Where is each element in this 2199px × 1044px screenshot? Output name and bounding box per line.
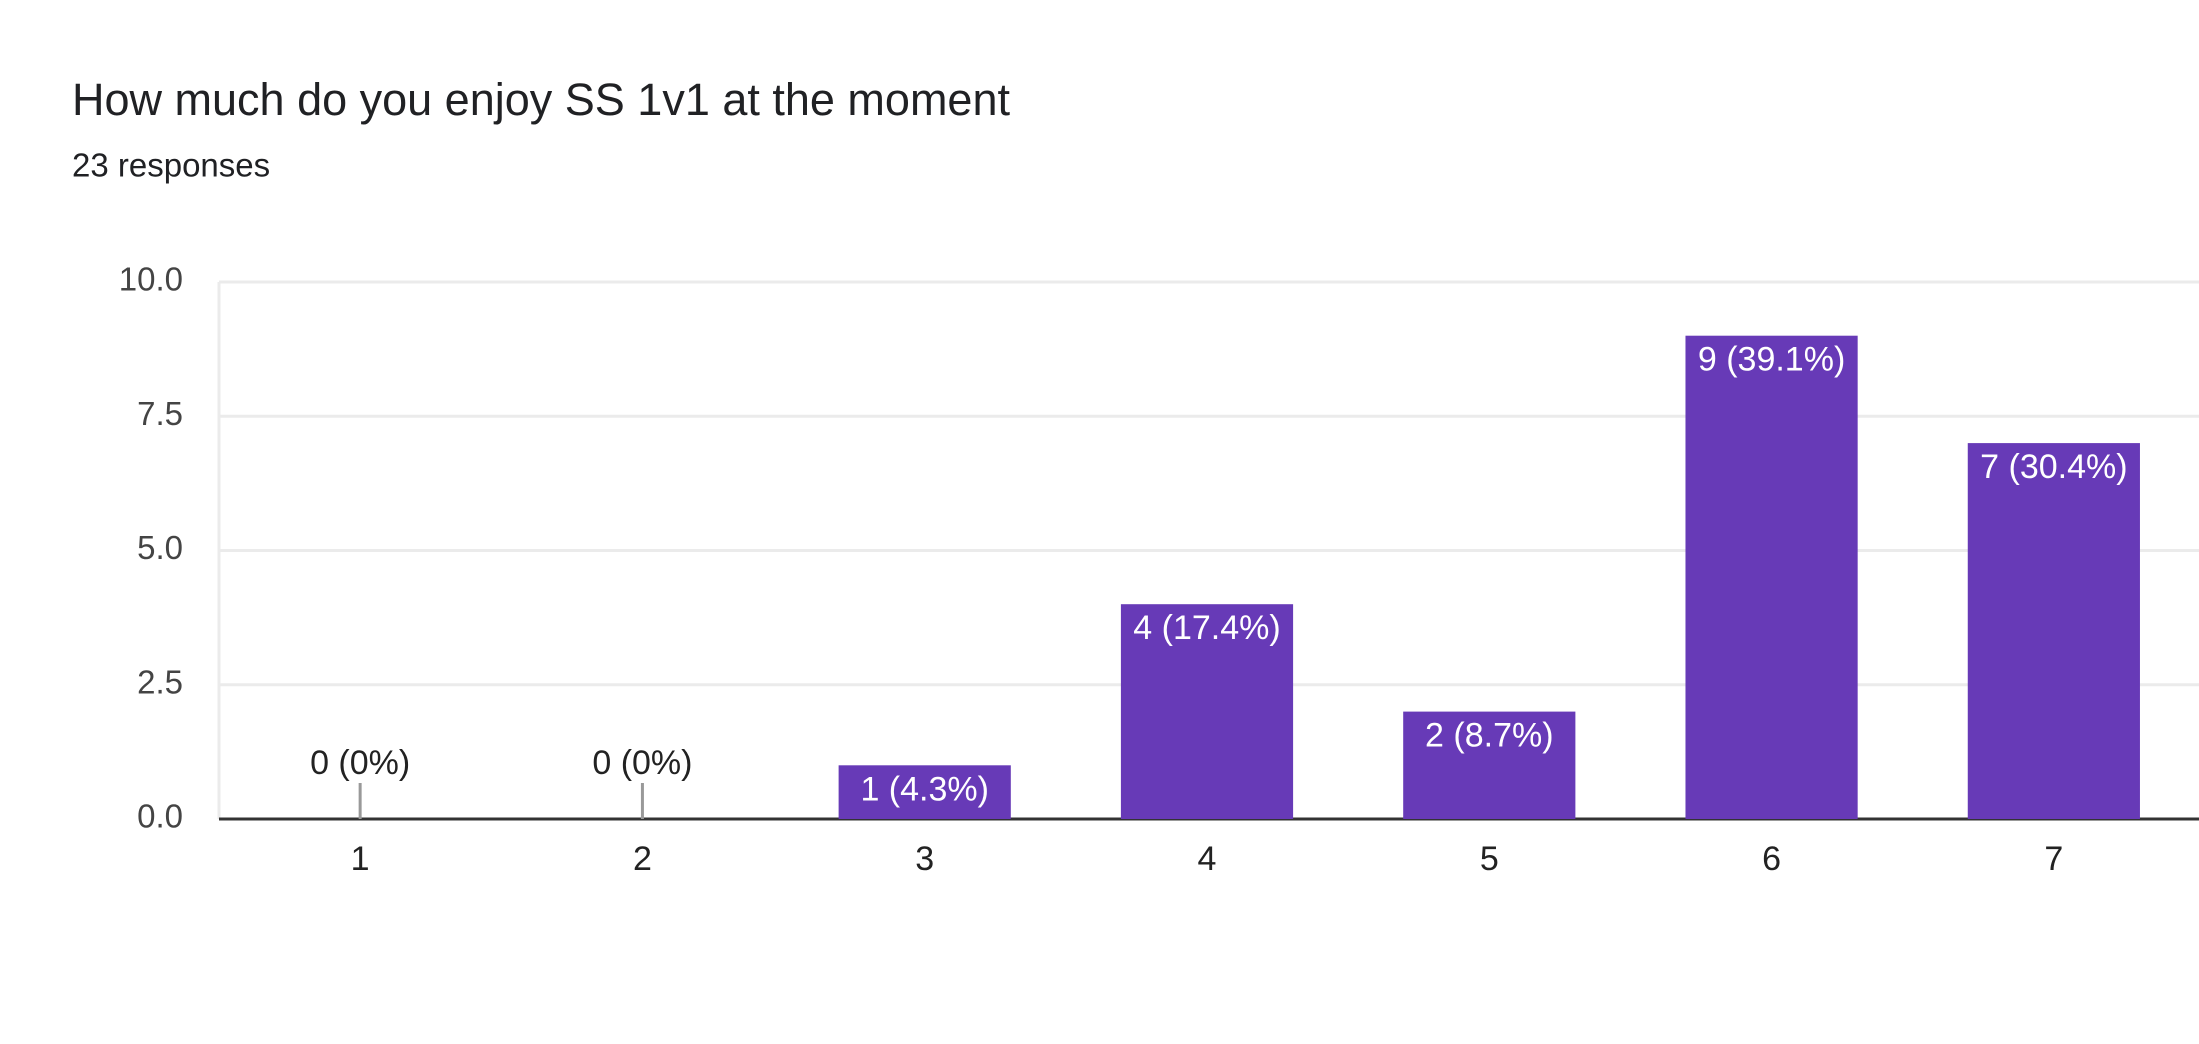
y-tick-label: 2.5 [137, 663, 183, 700]
chart-title: How much do you enjoy SS 1v1 at the mome… [72, 74, 1010, 125]
x-tick-label: 5 [1480, 840, 1499, 878]
bar [838, 765, 1011, 819]
value-label: 0 (0%) [310, 744, 410, 782]
y-tick-label: 5.0 [137, 529, 183, 566]
x-tick-label: 6 [1762, 840, 1781, 878]
y-tick-label: 10.0 [119, 261, 183, 298]
value-label: 0 (0%) [592, 744, 692, 782]
x-tick-label: 1 [351, 840, 370, 878]
x-tick-label: 7 [2044, 840, 2063, 878]
value-label: 4 (17.4%) [1133, 609, 1280, 647]
bar [1967, 443, 2140, 819]
value-label: 2 (8.7%) [1425, 717, 1554, 755]
bar [1403, 711, 1576, 819]
x-tick-label: 3 [915, 840, 934, 878]
y-tick-label: 7.5 [137, 395, 183, 432]
value-label: 7 (30.4%) [1980, 448, 2127, 486]
x-tick-label: 4 [1198, 840, 1217, 878]
chart-subtitle: 23 responses [72, 147, 270, 184]
value-label: 9 (39.1%) [1698, 341, 1845, 379]
bar [1685, 335, 1858, 819]
x-tick-label: 2 [633, 840, 652, 878]
y-tick-label: 0.0 [137, 798, 183, 835]
bar [1120, 604, 1294, 819]
value-label: 1 (4.3%) [860, 770, 989, 808]
